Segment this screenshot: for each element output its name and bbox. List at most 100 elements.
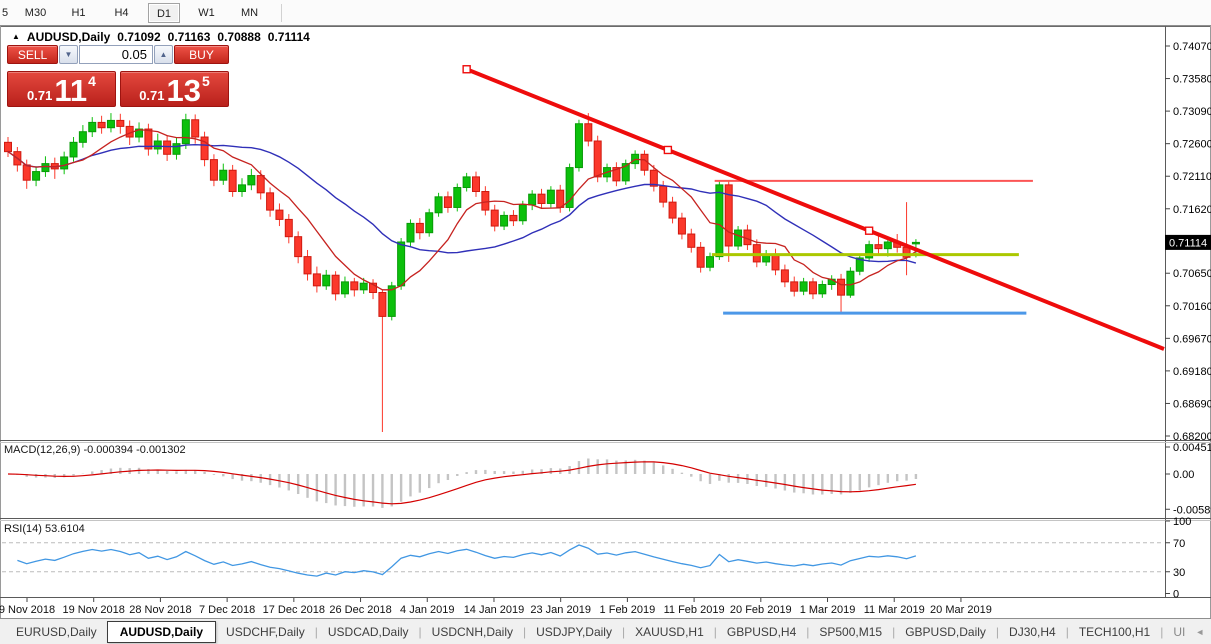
timeframe-w1[interactable]: W1 [198,6,215,19]
trendline-anchor[interactable] [663,145,673,155]
tab-xauusd-h1[interactable]: XAUUSD,H1 [635,624,704,639]
buy-price-box[interactable]: 0.71 13 5 [120,71,229,107]
timeframe-mn[interactable]: MN [240,6,259,19]
timeframe-5[interactable]: 5 [2,6,9,19]
rsi-axis-label: 0 [1173,589,1179,601]
tabs-scroll-left-icon[interactable]: ◄ [1195,626,1205,637]
tab-usdcnh-daily[interactable]: USDCNH,Daily [431,624,514,639]
ohlc-close: 0.71114 [267,30,310,44]
date-axis-label: 4 Jan 2019 [400,604,454,616]
chart-expander-icon[interactable]: ▲ [12,31,20,41]
tab-separator: | [713,624,717,639]
volume-increase-button[interactable]: ▲ [154,45,173,64]
price-axis-label: 0.72600 [1173,139,1211,151]
tab-tech100-h1[interactable]: TECH100,H1 [1078,624,1151,639]
rsi-axis-label: 30 [1173,567,1185,579]
candle [172,143,181,155]
tab-gbpusd-daily[interactable]: GBPUSD,Daily [905,624,986,639]
date-axis-label: 19 Nov 2018 [63,604,125,616]
candle [837,278,846,296]
timeframe-m30[interactable]: M30 [24,6,47,19]
rsi-line [17,544,917,577]
tab-separator: | [1160,624,1164,639]
candle [181,119,190,145]
tab-separator: | [806,624,810,639]
buy-price-base: 0.71 [139,87,165,103]
macd-histogram [16,458,918,508]
volume-input[interactable] [79,45,153,64]
macd-axis-label: 0.00 [1173,469,1194,481]
candle [668,201,677,219]
candle [406,222,415,243]
tab-gbpusd-h4[interactable]: GBPUSD,H4 [726,624,797,639]
tab-eurusd-daily[interactable]: EURUSD,Daily [16,624,97,639]
date-axis-label: 11 Mar 2019 [864,604,925,616]
candle [846,270,855,296]
candle [687,233,696,248]
candle [219,169,228,181]
tab-ui[interactable]: UI [1173,624,1186,639]
tab-separator: | [314,624,318,639]
candle [462,176,471,189]
tab-dj30-h4[interactable]: DJ30,H4 [1009,624,1056,639]
trendline-anchor[interactable] [864,226,874,235]
candle [911,241,920,245]
candle [865,244,874,259]
tab-sp500-m15[interactable]: SP500,M15 [819,624,883,639]
tab-usdjpy-daily[interactable]: USDJPY,Daily [536,624,612,639]
candle [790,281,799,292]
candle [883,241,892,250]
candle [818,284,827,295]
price-axis-label: 0.68690 [1173,398,1211,410]
toolbar-separator [281,3,282,22]
candle [322,274,331,287]
sell-price-box[interactable]: 0.71 11 4 [7,71,116,107]
candle [780,269,789,283]
candle [574,123,583,169]
candle [874,244,883,250]
date-axis-label: 20 Feb 2019 [730,604,792,616]
candle [443,196,452,208]
candle [425,212,434,234]
candle [472,176,480,193]
date-axis-label: 7 Dec 2018 [199,604,255,616]
date-axis-label: 28 Nov 2018 [129,604,191,616]
candle [378,291,387,317]
timeframe-h4[interactable]: H4 [114,6,129,19]
timeframe-h1[interactable]: H1 [71,6,86,19]
candle [387,285,396,317]
date-axis-label: 26 Dec 2018 [329,604,391,616]
timeframe-d1[interactable]: D1 [148,2,180,23]
tab-audusd-daily[interactable]: AUDUSD,Daily [106,620,217,643]
candle [191,119,200,138]
buy-button[interactable]: BUY [174,45,229,64]
price-axis-label: 0.70160 [1173,301,1211,313]
price-axis-label: 0.70650 [1173,268,1211,280]
ma-slow-line[interactable] [7,143,917,264]
candle [200,136,209,161]
tab-usdchf-daily[interactable]: USDCHF,Daily [226,624,305,639]
price-axis-label: 0.74070 [1173,41,1211,53]
candle [331,274,340,295]
tab-separator: | [995,624,1000,639]
descending-trendline[interactable] [465,67,1165,351]
trendline-anchor[interactable] [462,65,471,74]
date-axis-label: 1 Feb 2019 [600,604,656,616]
tab-usdcad-daily[interactable]: USDCAD,Daily [327,624,409,639]
candle [855,257,864,272]
price-axis-label: 0.69180 [1173,366,1211,378]
candle [69,141,78,158]
candle [659,185,668,203]
price-axis-label: 0.71620 [1173,204,1211,216]
candle [238,184,246,193]
chevron-down-icon: ▼ [64,50,73,59]
rsi-axis-label: 70 [1173,538,1185,550]
date-axis-label: 11 Feb 2019 [664,604,725,616]
sell-button[interactable]: SELL [7,45,58,64]
candle [41,163,50,173]
candle [284,218,293,238]
volume-decrease-button[interactable]: ▼ [59,45,78,64]
candle [415,222,424,234]
candle [256,175,265,194]
ma-fast-line[interactable] [7,128,917,291]
